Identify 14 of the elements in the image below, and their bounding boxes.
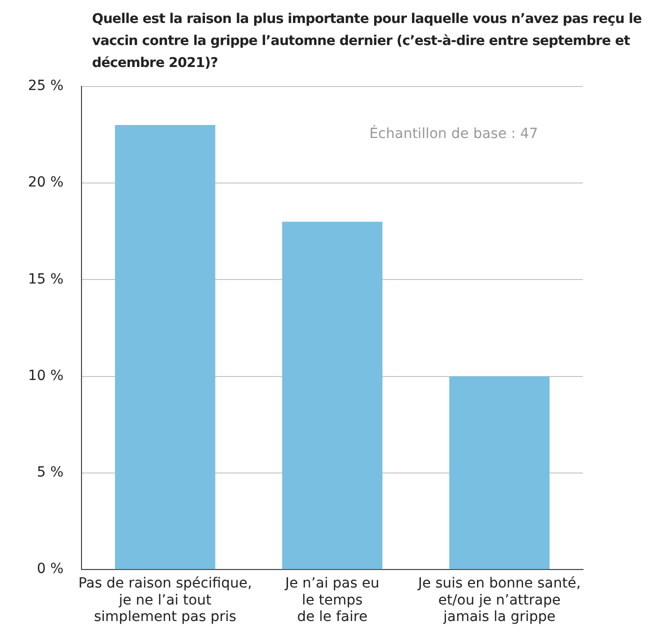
y-tick-label: 5 % xyxy=(36,464,64,481)
bar xyxy=(449,376,550,570)
y-tick-label: 10 % xyxy=(28,368,64,384)
x-tick-label: Pas de raison spécifique, je ne l’ai tout simplement pas pris xyxy=(78,576,252,626)
y-tick-label: 25 % xyxy=(28,78,64,94)
bar xyxy=(114,125,216,570)
y-tick-label: 15 % xyxy=(28,271,64,288)
bar xyxy=(282,222,382,570)
y-tick-label: 20 % xyxy=(28,174,64,191)
y-tick-label: 0 % xyxy=(36,561,64,578)
annotation: Échantillon de base : 47 xyxy=(369,125,538,142)
chart-title: Quelle est la raison la plus importante pour laquelle vous n’avez pas reçu le vaccin contre la grippe l’automne dernier (c’est-à-dire entre septembre et décembre 2021)? xyxy=(92,10,643,73)
x-tick-label: Je suis en bonne santé, et/ou je n’attrape jamais la grippe xyxy=(417,576,581,626)
x-tick-label: Je n’ai pas eu le temps de le faire xyxy=(284,576,380,626)
